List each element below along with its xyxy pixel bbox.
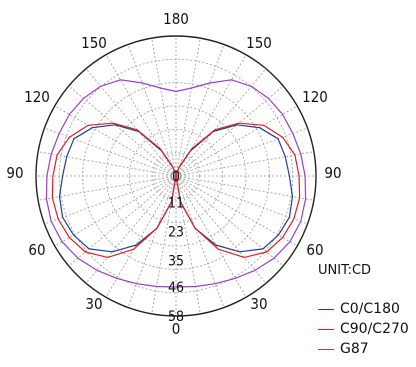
legend-label-g87: G87 (340, 341, 369, 357)
legend-item-c0-c180: C0/C180 (318, 299, 409, 319)
grid-spoke (44, 175, 177, 225)
radial-label: 0 (172, 169, 180, 185)
angle-label-upper-left: 150 (81, 34, 107, 52)
unit-label: UNIT:CD (318, 263, 372, 278)
legend-swatch-c90-c270 (318, 328, 334, 330)
angle-label-top: 180 (163, 10, 189, 28)
grid-spoke (175, 44, 225, 177)
radial-label: 35 (168, 254, 184, 270)
series-layer (45, 79, 307, 288)
angle-label-mid-upper-right: 120 (302, 88, 328, 106)
grid-spoke (175, 175, 308, 225)
grid-spoke (54, 105, 177, 177)
angle-label-mid-upper-left: 120 (24, 88, 50, 106)
grid-spoke (175, 175, 314, 201)
grid-spoke (54, 175, 177, 247)
angle-label-lower-right: 30 (250, 295, 267, 313)
series-g87 (45, 79, 307, 288)
angle-label-mid-lower-right: 60 (306, 241, 323, 259)
grid-spoke (105, 54, 177, 177)
grid-spoke (127, 44, 177, 177)
grid-ring (152, 152, 200, 200)
radial-label: 46 (168, 280, 184, 296)
grid-spoke (175, 175, 225, 308)
grid-spoke (151, 38, 177, 177)
grid-spoke (127, 175, 177, 308)
grid-spoke (175, 151, 314, 177)
grid-spoke (175, 38, 201, 177)
polar-grid (35, 35, 317, 317)
grid-spoke (175, 175, 247, 298)
legend: C0/C180 C90/C270 G87 (318, 299, 409, 359)
legend-swatch-c0-c180 (318, 308, 334, 310)
grid-spoke (175, 175, 267, 284)
radial-labels: 0 11 23 35 46 58 (168, 169, 184, 325)
angle-label-left: 90 (6, 164, 23, 182)
grid-spoke (175, 54, 247, 177)
grid-spoke (44, 127, 177, 177)
grid-spoke (85, 175, 177, 284)
series-c90-c270 (51, 122, 301, 258)
outer-ring (35, 35, 317, 317)
grid-spoke (175, 175, 201, 314)
grid-spoke (175, 127, 308, 177)
grid-spoke (105, 175, 177, 298)
radial-label: 23 (168, 225, 184, 241)
legend-label-c90-c270: C90/C270 (340, 321, 409, 337)
grid-spoke (175, 85, 284, 177)
grid-spoke (68, 175, 177, 267)
grid-spoke (151, 175, 177, 314)
angle-label-right: 90 (324, 164, 341, 182)
grid-spoke (68, 85, 177, 177)
grid-ring (128, 128, 224, 224)
legend-label-c0-c180: C0/C180 (340, 301, 400, 317)
legend-swatch-g87 (318, 348, 334, 350)
legend-item-g87: G87 (318, 339, 409, 359)
angle-label-mid-lower-left: 60 (28, 241, 45, 259)
legend-item-c90-c270: C90/C270 (318, 319, 409, 339)
angle-label-bottom: 0 (172, 320, 181, 338)
angle-label-upper-right: 150 (246, 34, 272, 52)
grid-spoke (175, 105, 298, 177)
angle-label-lower-left: 30 (85, 295, 102, 313)
label-layer: 180 150 150 120 120 90 90 60 60 30 30 0 (6, 10, 341, 338)
grid-spoke (38, 175, 177, 201)
radial-label: 58 (168, 309, 184, 325)
grid-spoke (175, 175, 298, 247)
grid-spoke (38, 151, 177, 177)
radial-label: 11 (168, 196, 184, 212)
grid-spoke (175, 175, 284, 267)
